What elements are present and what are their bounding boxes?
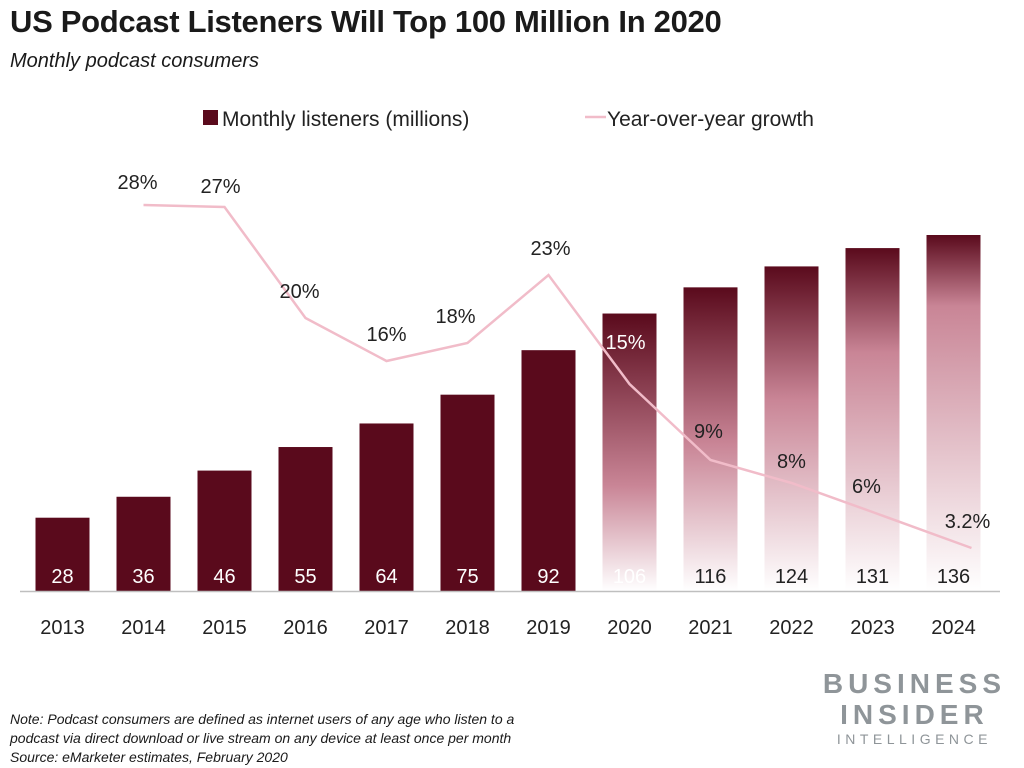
growth-label-2024: 3.2% (945, 511, 991, 533)
bar-2013 (35, 517, 90, 591)
bar-2020 (602, 313, 657, 591)
growth-line (143, 203, 972, 550)
bar-value-label-2020: 106 (613, 566, 646, 588)
bar-2017 (359, 423, 414, 591)
bar-2014 (116, 496, 171, 591)
bar-value-label-2013: 28 (51, 566, 73, 588)
bar-2024 (926, 235, 981, 591)
bar-value-label-2017: 64 (375, 566, 397, 588)
bar-2021 (683, 287, 738, 591)
bar-2015 (197, 470, 252, 591)
x-tick-2016: 2016 (283, 617, 328, 639)
bar-value-label-2024: 136 (937, 566, 970, 588)
growth-line-series: 28% 27% 20% 16% 18% 23% 15% 9% 8% 6% 3.2% (117, 172, 991, 550)
footnote: Note: Podcast consumers are defined as i… (10, 710, 514, 767)
x-tick-2022: 2022 (769, 617, 814, 639)
x-tick-2024: 2024 (931, 617, 976, 639)
bar-2019 (521, 350, 576, 591)
bar-value-label-2021: 116 (695, 566, 727, 588)
bar-value-label-2016: 55 (294, 566, 316, 588)
legend-label-line: Year-over-year growth (607, 108, 814, 131)
growth-label-2023: 6% (852, 476, 881, 498)
bar-2023 (845, 248, 900, 591)
growth-label-2016: 20% (279, 281, 319, 303)
x-tick-2018: 2018 (445, 617, 490, 639)
growth-label-2018: 18% (435, 306, 475, 328)
legend: Monthly listeners (millions) Year-over-ye… (203, 108, 814, 131)
x-tick-2019: 2019 (526, 617, 571, 639)
bar-2016 (278, 447, 333, 591)
legend-swatch-bars (203, 110, 218, 125)
x-tick-2013: 2013 (40, 617, 85, 639)
growth-label-2020: 15% (605, 332, 645, 354)
bar-value-label-2015: 46 (213, 566, 235, 588)
x-tick-2014: 2014 (121, 617, 166, 639)
brand-line-1: BUSINESS (822, 668, 1006, 699)
x-axis-ticks: 2013 2014 2015 2016 2017 2018 2019 2020 2021 2022… (40, 617, 976, 639)
source-line: Source: eMarketer estimates, February 20… (10, 749, 288, 765)
growth-label-2021: 9% (694, 421, 723, 443)
business-insider-logo: BUSINESS INSIDER INTELLIGENCE (823, 668, 1006, 748)
legend-label-bars: Monthly listeners (millions) (222, 108, 469, 131)
brand-line-3: INTELLIGENCE (836, 731, 992, 747)
bar-value-label-2014: 36 (132, 566, 154, 588)
note-line-2: podcast via direct download or live stre… (10, 730, 512, 746)
bar-2018 (440, 394, 495, 591)
bar-series: 28 36 46 55 64 75 92 106 116 124 131 136 (35, 235, 981, 591)
brand-line-2: INSIDER (840, 699, 989, 730)
bar-value-label-2023: 131 (856, 566, 889, 588)
x-tick-2020: 2020 (607, 617, 652, 639)
growth-label-2017: 16% (366, 324, 406, 346)
bar-2022 (764, 266, 819, 591)
x-tick-2021: 2021 (688, 617, 733, 639)
x-tick-2015: 2015 (202, 617, 247, 639)
chart-title: US Podcast Listeners Will Top 100 Millio… (10, 4, 722, 39)
growth-label-2014: 28% (117, 172, 157, 194)
note-line-1: Note: Podcast consumers are defined as i… (10, 711, 515, 727)
bar-value-label-2019: 92 (537, 566, 559, 588)
x-tick-2023: 2023 (850, 617, 895, 639)
growth-label-2019: 23% (530, 238, 570, 260)
x-tick-2017: 2017 (364, 617, 409, 639)
bar-value-label-2022: 124 (775, 566, 808, 588)
growth-label-2022: 8% (777, 451, 806, 473)
chart-subtitle: Monthly podcast consumers (10, 50, 260, 72)
bar-value-label-2018: 75 (456, 566, 478, 588)
growth-label-2015: 27% (200, 176, 240, 198)
